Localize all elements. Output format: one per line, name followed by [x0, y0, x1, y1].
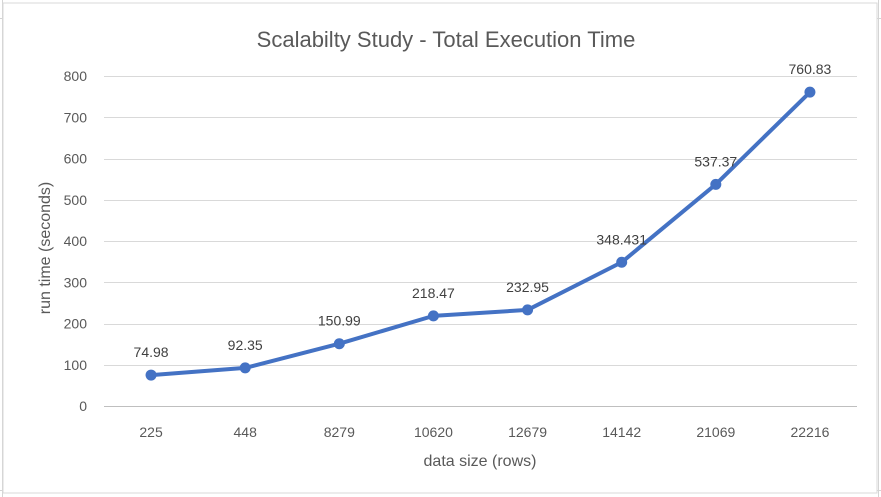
- data-label: 348.431: [596, 231, 647, 247]
- data-label: 537.37: [694, 153, 737, 169]
- x-tick-label: 448: [234, 424, 258, 440]
- data-point[interactable]: [522, 304, 534, 316]
- data-label: 760.83: [789, 61, 832, 77]
- data-point[interactable]: [333, 338, 345, 350]
- y-axis-title: run time (seconds): [37, 182, 54, 315]
- data-label: 232.95: [506, 279, 549, 295]
- data-label: 218.47: [412, 285, 455, 301]
- data-point[interactable]: [239, 362, 251, 374]
- x-tick-label: 22216: [790, 424, 829, 440]
- data-label: 150.99: [318, 313, 361, 329]
- data-point[interactable]: [145, 369, 157, 381]
- y-tick-label: 800: [64, 68, 88, 84]
- data-point[interactable]: [710, 178, 722, 190]
- y-tick-label: 0: [79, 398, 87, 414]
- data-point[interactable]: [427, 310, 439, 322]
- y-gridlines: [104, 76, 857, 407]
- y-tick-label: 300: [64, 274, 88, 290]
- y-axis-ticks: 0 100 200 300 400 500 600 700 800: [64, 68, 88, 414]
- y-tick-label: 500: [64, 192, 88, 208]
- y-tick-label: 200: [64, 316, 88, 332]
- x-axis-title: data size (rows): [424, 453, 537, 470]
- data-label: 74.98: [134, 344, 169, 360]
- x-tick-label: 21069: [696, 424, 735, 440]
- data-point[interactable]: [804, 86, 816, 98]
- data-label: 92.35: [228, 337, 263, 353]
- y-tick-label: 400: [64, 233, 88, 249]
- y-tick-label: 600: [64, 151, 88, 167]
- x-tick-label: 12679: [508, 424, 547, 440]
- data-point[interactable]: [616, 256, 628, 268]
- data-labels: 74.98 92.35 150.99 218.47 232.95 348.431 537.3…: [134, 61, 832, 360]
- x-axis-ticks: 225 448 8279 10620 12679 14142 21069 22216: [139, 424, 829, 440]
- x-tick-label: 10620: [414, 424, 453, 440]
- x-tick-label: 8279: [324, 424, 355, 440]
- x-tick-label: 14142: [602, 424, 641, 440]
- chart-title: Scalabilty Study - Total Execution Time: [257, 27, 636, 52]
- series-run-time[interactable]: [145, 86, 816, 381]
- series-line[interactable]: [149, 90, 812, 378]
- y-tick-label: 100: [64, 357, 88, 373]
- x-tick-label: 225: [139, 424, 163, 440]
- y-tick-label: 700: [64, 109, 88, 125]
